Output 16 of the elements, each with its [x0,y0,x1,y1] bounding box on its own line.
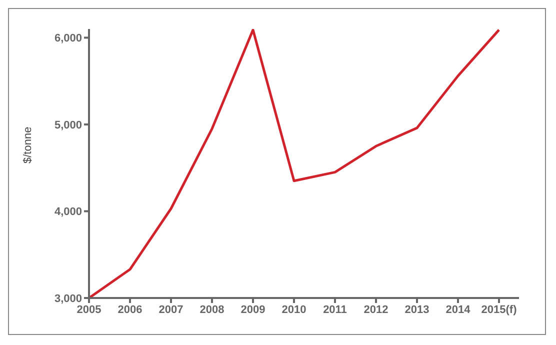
x-tick-label: 2007 [158,304,184,316]
y-tick-label: 5,000 [54,119,82,132]
y-tick-label: 6,000 [54,32,82,45]
x-tick-label: 2010 [282,304,306,316]
x-tick-label: 2013 [404,304,430,316]
x-tick-label: 2006 [118,304,142,316]
x-tick-label: 2011 [323,304,347,316]
x-tick-label: 2009 [240,304,266,316]
y-tick-label: 4,000 [54,206,82,218]
x-tick-label: 2008 [200,304,224,316]
x-tick-label: 2014 [446,304,472,316]
x-tick-label: 2005 [76,304,102,316]
y-tick-label: 3,000 [54,292,82,305]
x-tick-label: 2012 [364,304,388,316]
x-tick-label: 2015(f) [481,304,518,316]
y-axis-title: $/tonne [22,126,34,164]
